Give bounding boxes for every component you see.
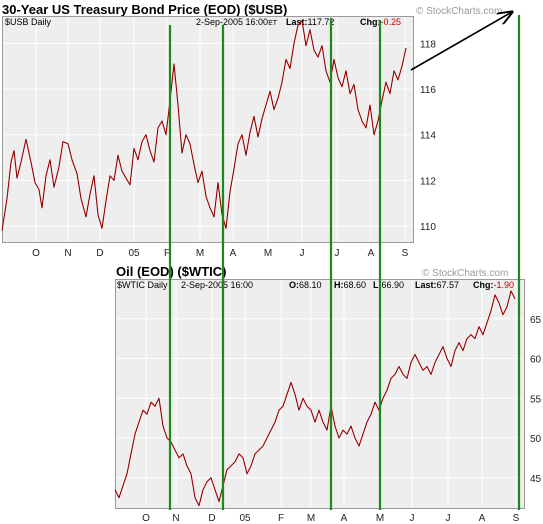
wtic-series-label: $WTIC Daily — [117, 280, 168, 290]
usb-x-tick-label: 05 — [128, 248, 140, 259]
wtic-y-tick-label: 55 — [530, 394, 542, 405]
wtic-x-tick-label: S — [513, 513, 520, 524]
wtic-x-ticks: O N D 05 F M A M J J A S — [142, 513, 520, 524]
wtic-chart: Oil (EOD) ($WTIC) © StockCharts.com $WTI… — [114, 264, 542, 524]
usb-y-tick-label: 116 — [420, 85, 436, 96]
usb-y-tick-label: 110 — [420, 222, 436, 233]
usb-x-tick-label: M — [264, 248, 272, 259]
wtic-y-tick-label: 50 — [530, 434, 542, 445]
wtic-low: L:66.90 — [373, 280, 404, 290]
wtic-x-tick-label: M — [376, 513, 384, 524]
marker-lines — [168, 15, 521, 510]
usb-plot-area — [2, 16, 414, 243]
wtic-x-tick-label: A — [479, 513, 486, 524]
wtic-chart-title: Oil (EOD) ($WTIC) — [116, 264, 227, 279]
usb-x-tick-label: J — [335, 248, 340, 259]
usb-chg: Chg:-0.25 — [360, 17, 401, 27]
usb-x-tick-label: M — [196, 248, 204, 259]
usb-date: 2-Sep-2005 16:00ET — [196, 17, 278, 27]
wtic-watermark: © StockCharts.com — [422, 268, 508, 279]
usb-x-tick-label: A — [230, 248, 237, 259]
wtic-y-tick-label: 45 — [530, 474, 542, 485]
wtic-y-ticks: 45 50 55 60 65 — [530, 315, 542, 485]
usb-x-tick-label: N — [64, 248, 71, 259]
usb-y-tick-label: 118 — [420, 39, 436, 50]
usb-series-label: $USB Daily — [5, 17, 52, 27]
usb-grid — [3, 17, 412, 241]
usb-watermark: © StockCharts.com — [416, 6, 502, 17]
usb-x-tick-label: A — [368, 248, 375, 259]
usb-x-tick-label: D — [96, 248, 103, 259]
wtic-x-tick-label: N — [172, 513, 179, 524]
wtic-y-tick-label: 60 — [530, 355, 542, 366]
usb-x-tick-label: O — [32, 248, 40, 259]
wtic-plot-area — [115, 279, 525, 509]
wtic-x-tick-label: F — [278, 513, 284, 524]
wtic-open: O:68.10 — [289, 280, 322, 290]
usb-y-tick-label: 112 — [420, 176, 436, 187]
usb-x-tick-label: F — [164, 248, 170, 259]
wtic-x-tick-label: M — [307, 513, 315, 524]
usb-y-ticks: 110 112 114 116 118 — [420, 39, 436, 233]
usb-last: Last:117.72 — [286, 17, 334, 27]
usb-x-ticks: O N D 05 F M A M J J A S — [32, 248, 409, 259]
usb-chart: 30-Year US Treasury Bond Price (EOD) ($U… — [1, 2, 502, 259]
wtic-y-tick-label: 65 — [530, 315, 542, 326]
usb-x-tick-label: S — [402, 248, 409, 259]
usb-y-tick-label: 114 — [420, 131, 436, 142]
wtic-x-tick-label: A — [341, 513, 348, 524]
wtic-series — [114, 290, 516, 507]
usb-series — [1, 20, 407, 231]
wtic-x-tick-label: J — [446, 513, 451, 524]
wtic-date: 2-Sep-2005 16:00 — [181, 280, 253, 290]
wtic-price-line-shadow — [114, 290, 516, 507]
wtic-last: Last:67.57 — [415, 280, 459, 290]
usb-chart-title: 30-Year US Treasury Bond Price (EOD) ($U… — [2, 2, 287, 17]
wtic-high: H:68.60 — [334, 280, 366, 290]
usb-header: $USB Daily 2-Sep-2005 16:00ET Last:117.7… — [5, 17, 401, 27]
wtic-x-tick-label: O — [142, 513, 150, 524]
wtic-header: $WTIC Daily 2-Sep-2005 16:00 O:68.10 H:6… — [117, 280, 514, 290]
wtic-x-tick-label: 05 — [239, 513, 251, 524]
wtic-grid — [116, 280, 523, 507]
wtic-x-tick-label: D — [208, 513, 215, 524]
wtic-chg: Chg:-1.90 — [473, 280, 514, 290]
trend-arrow — [410, 12, 512, 71]
usb-price-line-shadow — [1, 20, 407, 231]
usb-x-tick-label: J — [300, 248, 305, 259]
wtic-x-tick-label: J — [410, 513, 415, 524]
